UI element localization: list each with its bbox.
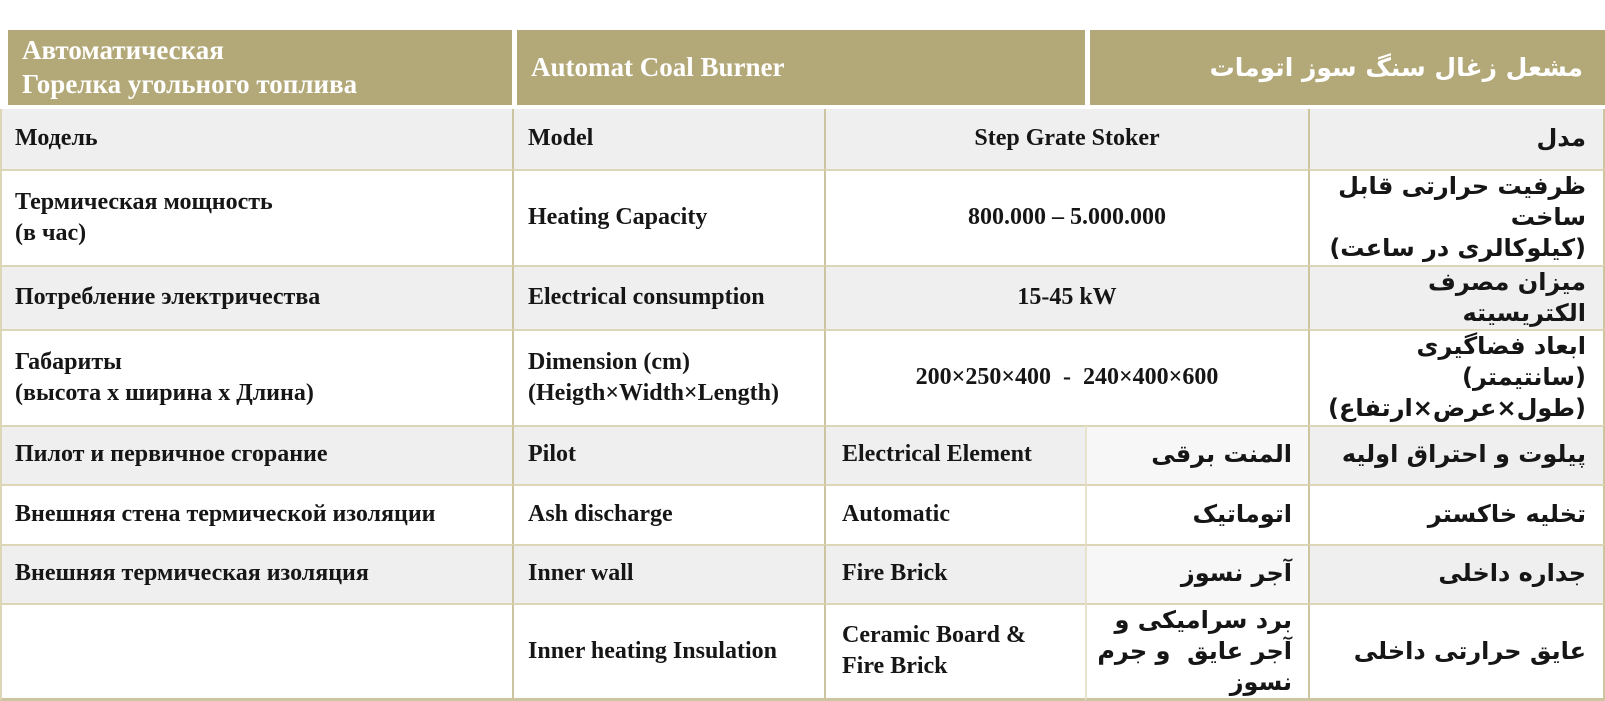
cell-ru: Внешняя стена термической изоляции: [0, 484, 512, 544]
table-row-heating-capacity: Термическая мощность (в час) Heating Cap…: [0, 169, 1605, 265]
cell-ru: Внешняя термическая изоляция: [0, 544, 512, 603]
cell-fa: ظرفیت حرارتی قابل ساخت (کیلوکالری در ساع…: [1308, 169, 1605, 265]
cell-value: 800.000 – 5.000.000: [824, 169, 1308, 265]
cell-fa: جداره داخلی: [1308, 544, 1605, 603]
header-title-ru: Автоматическая Горелка угольного топлива: [0, 30, 512, 109]
cell-en: Inner heating Insulation: [512, 603, 824, 701]
cell-en: Model: [512, 109, 824, 169]
cell-fa: مدل: [1308, 109, 1605, 169]
header-title-en: Automat Coal Burner: [512, 30, 1085, 109]
table-header-row: Автоматическая Горелка угольного топлива…: [0, 30, 1605, 109]
table-row-inner-heating-insulation: Inner heating Insulation Ceramic Board &…: [0, 603, 1605, 701]
cell-en: Inner wall: [512, 544, 824, 603]
cell-ru: Термическая мощность (в час): [0, 169, 512, 265]
cell-value-fa: آجر نسوز: [1085, 544, 1308, 603]
cell-ru: Пилот и первичное сгорание: [0, 425, 512, 484]
cell-value-en: Ceramic Board & Fire Brick: [824, 603, 1085, 701]
cell-value: 200×250×400 - 240×400×600: [824, 329, 1308, 425]
table-row-electrical-consumption: Потребление электричества Electrical con…: [0, 265, 1605, 329]
table-row-pilot: Пилот и первичное сгорание Pilot Electri…: [0, 425, 1605, 484]
cell-value-en: Automatic: [824, 484, 1085, 544]
cell-en: Heating Capacity: [512, 169, 824, 265]
cell-fa: عایق حرارتی داخلی: [1308, 603, 1605, 701]
table-row-inner-wall: Внешняя термическая изоляция Inner wall …: [0, 544, 1605, 603]
cell-ru: Модель: [0, 109, 512, 169]
cell-en: Ash discharge: [512, 484, 824, 544]
cell-value: Step Grate Stoker: [824, 109, 1308, 169]
header-title-fa: مشعل زغال سنگ سوز اتومات: [1085, 30, 1605, 109]
table-row-model: Модель Model Step Grate Stoker مدل: [0, 109, 1605, 169]
cell-value-fa: المنت برقی: [1085, 425, 1308, 484]
cell-ru: [0, 603, 512, 701]
table-row-ash-discharge: Внешняя стена термической изоляции Ash d…: [0, 484, 1605, 544]
cell-fa: ابعاد فضاگیری (سانتیمتر) (طول×عرض×ارتفاع…: [1308, 329, 1605, 425]
cell-fa: تخلیه خاکستر: [1308, 484, 1605, 544]
cell-en: Pilot: [512, 425, 824, 484]
spec-table: Автоматическая Горелка угольного топлива…: [0, 30, 1605, 701]
table-row-dimension: Габариты (высота х ширина х Длина) Dimen…: [0, 329, 1605, 425]
cell-ru: Потребление электричества: [0, 265, 512, 329]
cell-value-fa: برد سرامیکی و آجر عایق و جرم نسوز: [1085, 603, 1308, 701]
cell-value-fa: اتوماتیک: [1085, 484, 1308, 544]
cell-value-en: Electrical Element: [824, 425, 1085, 484]
cell-en: Electrical consumption: [512, 265, 824, 329]
cell-fa: میزان مصرف الکتریسیته: [1308, 265, 1605, 329]
cell-en: Dimension (cm) (Heigth×Width×Length): [512, 329, 824, 425]
cell-value: 15-45 kW: [824, 265, 1308, 329]
cell-fa: پیلوت و احتراق اولیه: [1308, 425, 1605, 484]
cell-value-en: Fire Brick: [824, 544, 1085, 603]
cell-ru: Габариты (высота х ширина х Длина): [0, 329, 512, 425]
